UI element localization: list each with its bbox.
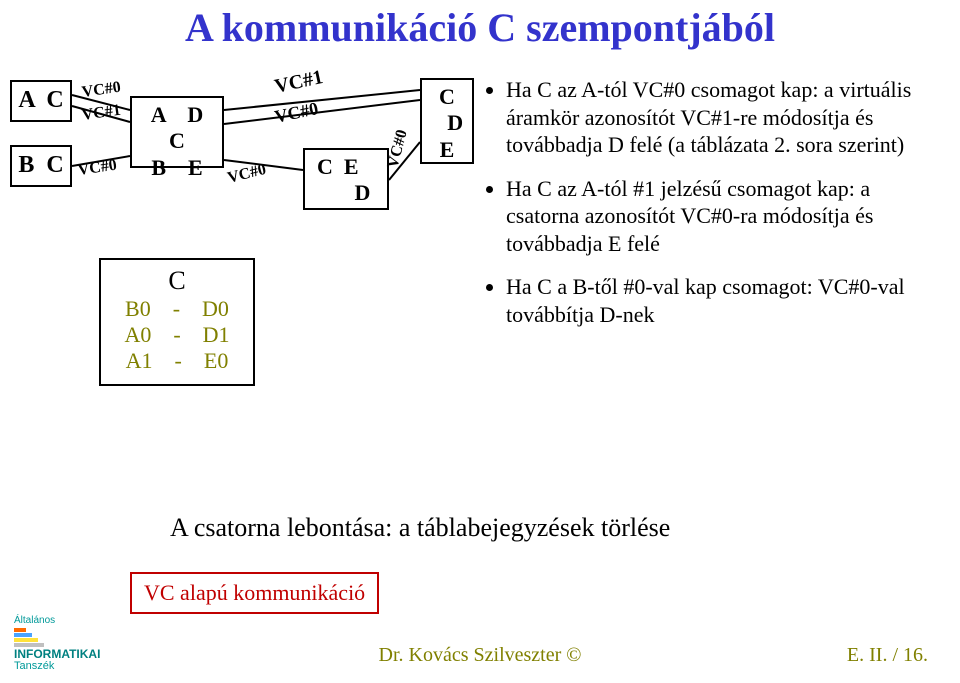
vc-label-0: VC#0 [81,79,122,102]
tagline: A csatorna lebontása: a táblabejegyzések… [170,513,960,543]
vc-label-2: VC#0 [77,157,118,180]
bullet-0: Ha C az A-tól VC#0 csomagot kap: a virtu… [506,76,944,159]
page-title: A kommunikáció C szempontjából [0,4,960,51]
router-ced: C E D [303,148,389,210]
footer-right: E. II. / 16. [847,644,928,667]
footer-center: Dr. Kovács Szilveszter © [0,644,960,667]
router-cde: C DE [420,78,474,164]
router-ac: A C [10,80,72,122]
routing-row-1: A0 - D1 [111,322,243,348]
bullet-2: Ha C a B-től #0-val kap csomagot: VC#0-v… [506,273,944,328]
vc-label-6: VC#0 [384,128,412,170]
bullet-1: Ha C az A-tól #1 jelzésű csomagot kap: a… [506,175,944,258]
vc-label-3: VC#0 [226,161,268,188]
router-bc: B C [10,145,72,187]
routing-row-2: A1 - E0 [111,348,243,374]
router-acbe: A D C B E [130,96,224,168]
framed-label: VC alapú kommunikáció [130,572,379,614]
routing-table-c: C B0 - D0A0 - D1A1 - E0 [99,258,255,386]
vc-label-1: VC#1 [81,102,122,125]
routing-row-0: B0 - D0 [111,296,243,322]
vc-label-4: VC#1 [273,66,326,99]
bullets: Ha C az A-tól VC#0 csomagot kap: a virtu… [488,76,944,344]
vc-label-5: VC#0 [273,98,320,128]
routing-table-name: C [111,266,243,296]
